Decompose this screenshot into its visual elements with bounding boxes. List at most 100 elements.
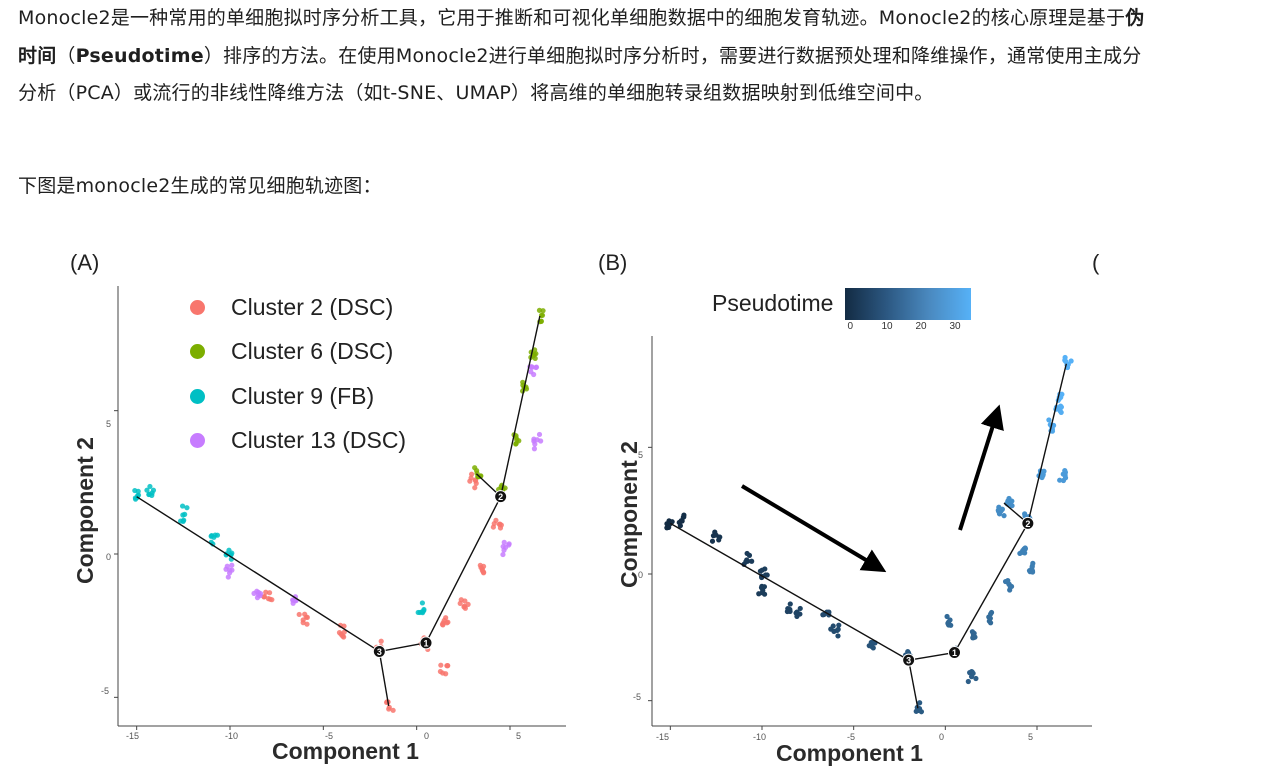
cell-point bbox=[664, 525, 670, 531]
cell-point bbox=[224, 563, 230, 569]
cell-point bbox=[756, 591, 762, 597]
panel-a-y-tick: 5 bbox=[106, 419, 112, 429]
cell-point bbox=[1058, 403, 1064, 409]
cell-point bbox=[461, 603, 468, 609]
cell-point bbox=[540, 308, 546, 314]
cell-point bbox=[304, 614, 310, 620]
pseudotime-colorbar-ticks: 0 10 20 30 bbox=[845, 320, 971, 334]
intro-text-2: （ bbox=[56, 44, 76, 67]
branch-node-label: 3 bbox=[906, 656, 911, 666]
legend-label: Cluster 13 (DSC) bbox=[231, 427, 407, 454]
panel-b-x-tick: 0 bbox=[939, 732, 945, 742]
cell-point bbox=[996, 511, 1003, 517]
cell-point bbox=[758, 585, 765, 591]
branch-node-label: 1 bbox=[952, 648, 957, 658]
cell-point bbox=[1001, 513, 1007, 519]
pseudotime-colorbar-wrap: 0 10 20 30 bbox=[845, 288, 972, 334]
cell-point bbox=[967, 670, 973, 676]
cell-point bbox=[784, 608, 790, 615]
cell-point bbox=[266, 590, 273, 596]
cell-point bbox=[1029, 569, 1036, 575]
cell-point bbox=[1057, 477, 1063, 483]
trajectory-edge bbox=[908, 651, 955, 661]
panel-a-label: (A) bbox=[70, 250, 100, 275]
cell-point bbox=[759, 567, 765, 573]
cell-point bbox=[677, 523, 683, 529]
pseudotime-cn-bold: 伪时间 bbox=[18, 7, 1145, 67]
colorbar-tick: 20 bbox=[915, 321, 927, 332]
trajectory-edge bbox=[499, 315, 541, 497]
panel-a-y-tick: -5 bbox=[101, 686, 110, 696]
cell-point bbox=[1007, 583, 1013, 590]
legend-item-cluster-2: Cluster 2 (DSC) bbox=[190, 285, 406, 330]
cell-point bbox=[1058, 409, 1064, 416]
cell-point bbox=[988, 620, 994, 626]
legend-item-cluster-6: Cluster 6 (DSC) bbox=[190, 330, 406, 375]
cell-point bbox=[180, 518, 186, 524]
cell-point bbox=[681, 512, 687, 518]
intro-text-3: ）排序的方法。在使用Monocle2进行单细胞拟时序分析时，需要进行数据预处理和… bbox=[18, 44, 1142, 105]
cell-point bbox=[132, 496, 139, 502]
cell-point bbox=[229, 562, 235, 568]
cell-point bbox=[1029, 563, 1035, 569]
trajectory-edge bbox=[379, 642, 427, 653]
panel-c-label-partial: ( bbox=[1092, 250, 1100, 275]
branch-node-label: 1 bbox=[423, 638, 428, 648]
cell-point bbox=[420, 610, 426, 616]
cell-point bbox=[254, 588, 260, 594]
panel-a-y-axis-title: Component 2 bbox=[72, 437, 98, 584]
trajectory-figure: 1 2 3 1 2 3 (A) (B) ( Component 2 Component 1… bbox=[0, 236, 1262, 772]
cluster-13-dot-icon bbox=[190, 433, 205, 449]
cell-point bbox=[709, 538, 716, 544]
panel-b-label: (B) bbox=[598, 250, 628, 275]
cell-point bbox=[869, 643, 875, 650]
intro-text-1: Monocle2是一种常用的单细胞拟时序分析工具，它用于推断和可视化单细胞数据中… bbox=[18, 7, 1126, 29]
cell-point bbox=[304, 621, 310, 627]
cell-point bbox=[1046, 417, 1052, 423]
cell-point bbox=[480, 569, 487, 575]
cell-point bbox=[296, 611, 302, 618]
cell-point bbox=[744, 550, 750, 557]
trajectory-edge bbox=[136, 496, 380, 653]
trajectory-edge bbox=[907, 660, 919, 709]
panel-a-x-tick: -5 bbox=[325, 731, 334, 741]
cell-point bbox=[214, 532, 221, 538]
pseudotime-direction-arrow-up bbox=[958, 404, 1004, 531]
figure-intro-paragraph: 下图是monocle2生成的常见细胞轨迹图： bbox=[18, 175, 382, 197]
panel-a-x-axis-title: Component 1 bbox=[272, 738, 419, 764]
cell-point bbox=[836, 622, 842, 628]
cell-point bbox=[1022, 511, 1028, 517]
cell-point bbox=[797, 605, 803, 612]
cell-point bbox=[497, 525, 504, 531]
cell-point bbox=[261, 594, 268, 600]
cell-point bbox=[972, 634, 978, 640]
panel-a-x-tick: -15 bbox=[126, 731, 140, 741]
panel-b-y-tick: -5 bbox=[633, 692, 642, 702]
cell-point bbox=[472, 478, 479, 484]
cell-point bbox=[821, 611, 827, 618]
cell-point bbox=[1018, 549, 1025, 556]
legend-label: Cluster 2 (DSC) bbox=[231, 293, 394, 320]
cell-point bbox=[472, 485, 478, 491]
panel-b-x-tick: -10 bbox=[753, 732, 767, 742]
cell-point bbox=[477, 473, 484, 479]
cell-point bbox=[269, 597, 275, 603]
cell-point bbox=[870, 639, 876, 646]
cell-point bbox=[438, 662, 444, 668]
branch-node-2 bbox=[1021, 516, 1035, 530]
trajectory-edge bbox=[425, 496, 502, 644]
cell-point bbox=[146, 491, 152, 497]
branch-node-3 bbox=[902, 653, 916, 667]
cell-point bbox=[749, 558, 755, 564]
cell-point bbox=[762, 572, 769, 578]
trajectory-plot-canvas: 1 2 3 1 2 3 bbox=[114, 286, 1092, 730]
legend-label: Cluster 6 (DSC) bbox=[231, 338, 394, 365]
cell-point bbox=[491, 520, 497, 527]
cell-point bbox=[538, 438, 544, 444]
panel-a-x-tick: 5 bbox=[516, 731, 522, 741]
panel-a-y-tick: 0 bbox=[106, 552, 112, 562]
cell-point bbox=[787, 601, 793, 607]
trajectory-edge bbox=[378, 651, 390, 707]
cell-point bbox=[500, 551, 506, 558]
cell-point bbox=[1062, 354, 1068, 361]
